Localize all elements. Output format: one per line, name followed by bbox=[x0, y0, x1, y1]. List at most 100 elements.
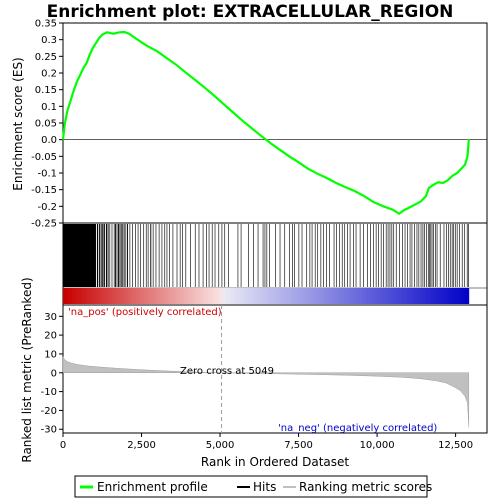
hit-mark bbox=[150, 224, 152, 287]
metric-plot-frame bbox=[62, 304, 488, 434]
color-bar-segment bbox=[132, 288, 136, 304]
color-bar-segment bbox=[193, 288, 197, 304]
color-bar-segment bbox=[149, 288, 154, 304]
hit-mark bbox=[155, 224, 157, 287]
hit-mark bbox=[387, 224, 389, 287]
es-y-axis-title: Enrichment score (ES) bbox=[11, 57, 25, 190]
metric-y-tick-label: 30 bbox=[44, 312, 57, 323]
hit-mark bbox=[269, 224, 270, 287]
hit-mark bbox=[407, 224, 408, 287]
hit-mark bbox=[320, 224, 322, 287]
hit-mark bbox=[427, 224, 429, 287]
hit-mark bbox=[129, 224, 131, 287]
hit-mark bbox=[224, 224, 226, 287]
color-bar-segment bbox=[387, 288, 391, 304]
hit-mark bbox=[383, 224, 384, 287]
hit-mark bbox=[237, 224, 239, 287]
color-bar-segment bbox=[329, 288, 333, 304]
color-bar-segment bbox=[187, 288, 191, 304]
hit-mark bbox=[292, 224, 293, 287]
color-bar-segment bbox=[410, 288, 415, 304]
hit-mark bbox=[311, 224, 313, 287]
hit-mark bbox=[411, 224, 413, 287]
x-tick-label: 0 bbox=[60, 440, 66, 451]
color-bar-segment bbox=[138, 288, 142, 304]
color-bar-segment bbox=[451, 288, 455, 304]
hit-mark bbox=[257, 224, 259, 287]
hit-mark bbox=[166, 224, 168, 287]
hit-mark bbox=[446, 224, 447, 287]
hit-mark bbox=[275, 224, 276, 287]
color-bar-segment bbox=[80, 288, 84, 304]
color-bar-segment bbox=[176, 288, 180, 304]
color-bar-segment bbox=[462, 288, 467, 304]
color-bar-segment bbox=[94, 288, 99, 304]
color-bar-segment bbox=[349, 288, 354, 304]
color-bar-segment bbox=[355, 288, 360, 304]
hit-mark bbox=[122, 224, 123, 287]
hit-mark bbox=[123, 224, 125, 287]
color-bar-segment bbox=[207, 288, 212, 304]
hit-mark bbox=[169, 224, 170, 287]
es-plot-frame bbox=[62, 22, 488, 224]
color-bar-segment bbox=[460, 288, 464, 304]
color-bar-segment bbox=[300, 288, 304, 304]
es-y-tick-label: -0.05 bbox=[31, 152, 57, 163]
color-bar-segment bbox=[428, 288, 432, 304]
color-bar-segment bbox=[347, 288, 351, 304]
color-bar-segment bbox=[358, 288, 362, 304]
hit-mark bbox=[125, 224, 127, 287]
hit-mark bbox=[344, 224, 346, 287]
es-y-tick-label: 0.0 bbox=[41, 135, 57, 146]
hit-mark bbox=[363, 224, 364, 287]
hit-mark bbox=[349, 224, 351, 287]
color-bar-segment bbox=[320, 288, 325, 304]
hit-mark bbox=[353, 224, 354, 287]
color-bar-segment bbox=[100, 288, 104, 304]
hit-mark bbox=[107, 224, 109, 287]
hit-mark bbox=[198, 224, 200, 287]
hit-mark bbox=[402, 224, 403, 287]
color-bar-segment bbox=[413, 288, 418, 304]
color-bar-segment bbox=[303, 288, 307, 304]
hit-mark bbox=[135, 224, 136, 287]
color-bar-segment bbox=[422, 288, 426, 304]
color-bar-segment bbox=[74, 288, 78, 304]
color-bar-segment bbox=[260, 288, 264, 304]
color-bar-segment bbox=[323, 288, 328, 304]
color-bar-segment bbox=[202, 288, 206, 304]
color-bar-segment bbox=[152, 288, 157, 304]
hit-mark bbox=[359, 224, 361, 287]
color-bar-segment bbox=[297, 288, 302, 304]
hit-mark bbox=[422, 224, 424, 287]
color-bar-segment bbox=[286, 288, 290, 304]
hit-mark bbox=[132, 224, 133, 287]
color-bar-segment bbox=[83, 288, 87, 304]
hit-mark bbox=[466, 224, 468, 287]
color-bar-segment bbox=[251, 288, 255, 304]
color-bar-segment bbox=[402, 288, 406, 304]
metric-y-tick-label: 10 bbox=[44, 349, 57, 360]
hit-mark bbox=[63, 224, 96, 287]
hit-mark bbox=[266, 224, 268, 287]
color-bar-segment bbox=[361, 288, 365, 304]
color-bar-segment bbox=[338, 288, 342, 304]
color-bar-segment bbox=[390, 288, 394, 304]
hit-mark bbox=[314, 224, 316, 287]
color-bar-segment bbox=[445, 288, 449, 304]
color-bar-segment bbox=[436, 288, 441, 304]
color-bar-segment bbox=[393, 288, 397, 304]
x-tick-label: 12,500 bbox=[438, 440, 473, 451]
hit-mark bbox=[298, 224, 300, 287]
hit-mark bbox=[206, 224, 207, 287]
na-pos-label: 'na_pos' (positively correlated) bbox=[68, 307, 222, 318]
color-bar-segment bbox=[352, 288, 357, 304]
metric-y-tick-label: 0 bbox=[51, 368, 57, 379]
color-bar-segment bbox=[115, 288, 119, 304]
hit-mark bbox=[221, 224, 223, 287]
hit-mark bbox=[240, 224, 242, 287]
es-y-tick-label: 0.05 bbox=[35, 119, 57, 130]
metric-x-axis: 0 2,500 5,000 7,500 10,000 12,500 bbox=[60, 433, 473, 451]
hit-mark bbox=[164, 224, 166, 287]
ranking-metric-fill bbox=[62, 355, 470, 428]
